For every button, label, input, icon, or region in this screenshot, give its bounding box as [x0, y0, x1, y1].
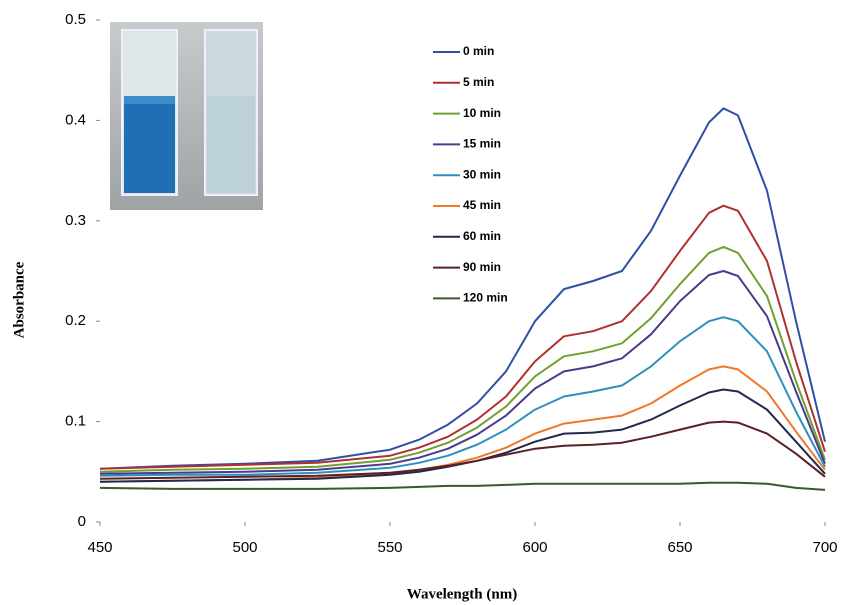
- x-tick-label: 500: [232, 539, 257, 556]
- series-line: [99, 481, 826, 491]
- legend-label: 5 min: [463, 75, 494, 89]
- legend-label: 15 min: [463, 137, 501, 151]
- legend-label: 90 min: [463, 260, 501, 274]
- series-line: [99, 270, 826, 475]
- x-tick-label: 700: [812, 539, 837, 556]
- x-tick-label: 600: [522, 539, 547, 556]
- x-tick-label: 650: [667, 539, 692, 556]
- y-tick-label: 0.1: [65, 413, 86, 430]
- series-line: [99, 388, 826, 483]
- series-line: [99, 107, 826, 470]
- inset-photo: [110, 22, 263, 210]
- legend-label: 30 min: [463, 167, 501, 181]
- y-tick-label: 0: [78, 513, 86, 530]
- x-tick-label: 450: [87, 539, 112, 556]
- legend-label: 0 min: [463, 44, 494, 58]
- y-tick-label: 0.4: [65, 111, 86, 128]
- legend-label: 10 min: [463, 106, 501, 120]
- series-line: [99, 316, 826, 477]
- series-line: [99, 245, 826, 473]
- y-tick-label: 0.2: [65, 312, 86, 329]
- x-tick-label: 550: [377, 539, 402, 556]
- legend-label: 45 min: [463, 198, 501, 212]
- legend-label: 120 min: [463, 291, 508, 305]
- series-line: [99, 420, 826, 480]
- legend-label: 60 min: [463, 229, 501, 243]
- y-axis-label: Absorbance: [11, 261, 27, 338]
- y-tick-label: 0.3: [65, 212, 86, 229]
- series-line: [99, 204, 826, 470]
- x-axis-label: Wavelength (nm): [407, 586, 517, 602]
- y-tick-label: 0.5: [65, 11, 86, 28]
